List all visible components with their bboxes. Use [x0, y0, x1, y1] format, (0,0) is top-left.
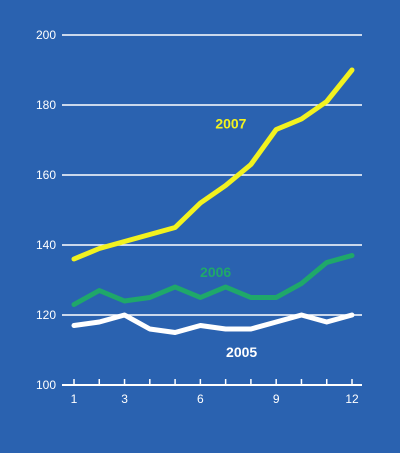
y-tick-label: 140	[36, 238, 56, 252]
label-layer: 2007 2006 2005	[200, 116, 257, 361]
axis-layer: 100 120 140 160 180 200 1 3 6 9 12	[36, 28, 359, 406]
y-tick-label: 180	[36, 98, 56, 112]
x-tick-label: 3	[121, 392, 128, 406]
series-line-2006	[71, 253, 355, 307]
y-tick-label: 120	[36, 308, 56, 322]
series-label-2006: 2006	[200, 264, 231, 280]
x-tick-label: 6	[197, 392, 204, 406]
series-label-2005: 2005	[226, 344, 257, 360]
y-tick-label: 200	[36, 28, 56, 42]
series-line-2007	[71, 67, 355, 262]
series-label-2007: 2007	[215, 116, 246, 132]
x-tick-label: 9	[273, 392, 280, 406]
x-tick-label: 1	[71, 392, 78, 406]
x-tick-label: 12	[345, 392, 359, 406]
series-layer	[71, 67, 355, 335]
series-line-2005	[71, 312, 355, 335]
y-tick-label: 100	[36, 378, 56, 392]
y-tick-label: 160	[36, 168, 56, 182]
